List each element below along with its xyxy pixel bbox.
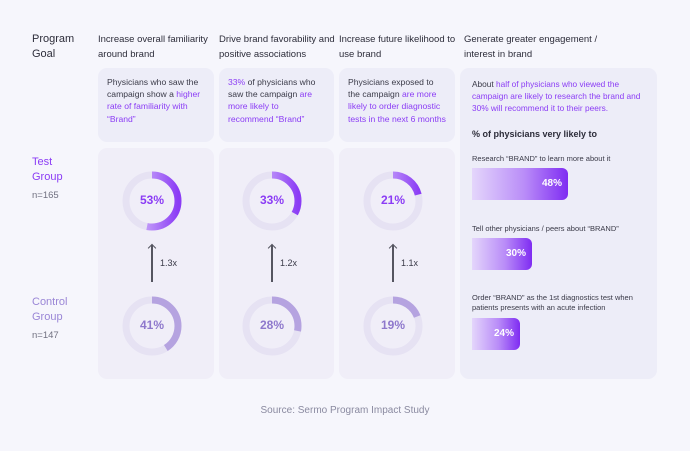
up-arrow-icon <box>392 245 394 282</box>
control-donut-familiarity-chart <box>122 296 182 356</box>
test-donut-favorability: 33% <box>240 169 304 233</box>
column-heading-favorability: Drive brand favorability and positive as… <box>219 34 335 60</box>
donut-arc <box>242 296 302 356</box>
bar-label-tell-peers: Tell other physicians / peers about “BRA… <box>472 224 619 233</box>
lift-multiplier-favorability: 1.2x <box>280 258 298 268</box>
engagement-subheading: % of physicians very likely to <box>472 129 598 139</box>
bar-value-research: 48% <box>541 178 562 189</box>
test-donut-favorability-chart <box>242 171 302 231</box>
test-donut-likelihood: 21% <box>361 169 425 233</box>
control-donut-familiarity-value: 41% <box>139 318 165 332</box>
summary-text-highlight: are more likely to order diagnostic test… <box>348 89 446 124</box>
up-arrow-icon <box>151 245 153 282</box>
test-donut-favorability-value: 33% <box>259 193 285 207</box>
bar-research: 48% <box>472 168 568 200</box>
source-note: Source: Sermo Program Impact Study <box>260 405 430 416</box>
test-donut-likelihood-chart <box>363 171 423 231</box>
results-panel-likelihood <box>339 148 455 379</box>
column-heading-engagement: Generate greater engagement / interest i… <box>464 34 598 60</box>
donut-arc <box>122 296 182 356</box>
bar-tell-peers: 30% <box>472 238 532 270</box>
lift-multiplier-likelihood: 1.1x <box>401 258 419 268</box>
summary-text-plain: Physicians who saw the campaign show a <box>107 77 199 100</box>
control-donut-favorability-chart <box>242 296 302 356</box>
results-panel-favorability <box>219 148 334 379</box>
control-donut-favorability-value: 28% <box>259 318 285 332</box>
column-heading-familiarity: Increase overall familiarity around bran… <box>98 34 208 60</box>
bar-label-order-test: Order “BRAND” as the 1st diagnostics tes… <box>472 293 633 312</box>
control-donut-likelihood-value: 19% <box>380 318 406 332</box>
control-donut-favorability: 28% <box>240 294 304 358</box>
summary-text-plain: Physicians exposed to the campaign <box>348 77 434 100</box>
program-goal-label: Program Goal <box>32 33 75 60</box>
test-donut-familiarity-value: 53% <box>139 193 165 207</box>
bar-value-order-test: 24% <box>493 328 514 339</box>
summary-panel-likelihood: Physicians exposed to the campaign are m… <box>339 68 455 142</box>
donut-arc <box>242 171 302 231</box>
donut-arc <box>363 296 423 356</box>
test-donut-likelihood-value: 21% <box>380 193 406 207</box>
summary-text-plain: of physicians who saw the campaign <box>228 77 316 100</box>
engagement-intro-highlight: half of physicians who viewed the campai… <box>472 79 641 113</box>
test-group-n: n=165 <box>32 190 59 201</box>
control-donut-likelihood: 19% <box>361 294 425 358</box>
summary-text-highlight: 33% <box>228 77 246 87</box>
lift-multiplier-familiarity: 1.3x <box>160 258 178 268</box>
bar-value-tell-peers: 30% <box>505 248 526 259</box>
summary-text-highlight: higher rate of familiarity with “Brand” <box>107 89 201 124</box>
engagement-intro-plain: About <box>472 79 496 89</box>
summary-panel-familiarity: Physicians who saw the campaign show a h… <box>98 68 214 142</box>
summary-text: 33% of physicians who saw the campaign a… <box>219 68 334 133</box>
control-donut-likelihood-chart <box>363 296 423 356</box>
test-donut-familiarity: 53% <box>120 169 184 233</box>
control-group-label: Control Group <box>32 296 68 323</box>
test-group-label: Test Group <box>32 156 63 183</box>
summary-panel-favorability: 33% of physicians who saw the campaign a… <box>219 68 334 142</box>
donut-arc <box>363 171 423 231</box>
engagement-panel: About half of physicians who viewed the … <box>460 68 657 379</box>
summary-text-highlight: are more likely to recommend “Brand” <box>228 89 313 124</box>
summary-text: Physicians exposed to the campaign are m… <box>339 68 455 133</box>
bar-label-research: Research “BRAND” to learn more about it <box>472 154 611 163</box>
summary-text: Physicians who saw the campaign show a h… <box>98 68 214 133</box>
control-group-n: n=147 <box>32 330 59 341</box>
column-heading-likelihood: Increase future likelihood to use brand <box>339 34 456 60</box>
control-donut-familiarity: 41% <box>120 294 184 358</box>
results-panel-familiarity <box>98 148 214 379</box>
up-arrow-icon <box>271 245 273 282</box>
donut-arc <box>122 171 182 231</box>
engagement-intro: About half of physicians who viewed the … <box>472 79 654 114</box>
test-donut-familiarity-chart <box>122 171 182 231</box>
bar-order-test: 24% <box>472 318 520 350</box>
